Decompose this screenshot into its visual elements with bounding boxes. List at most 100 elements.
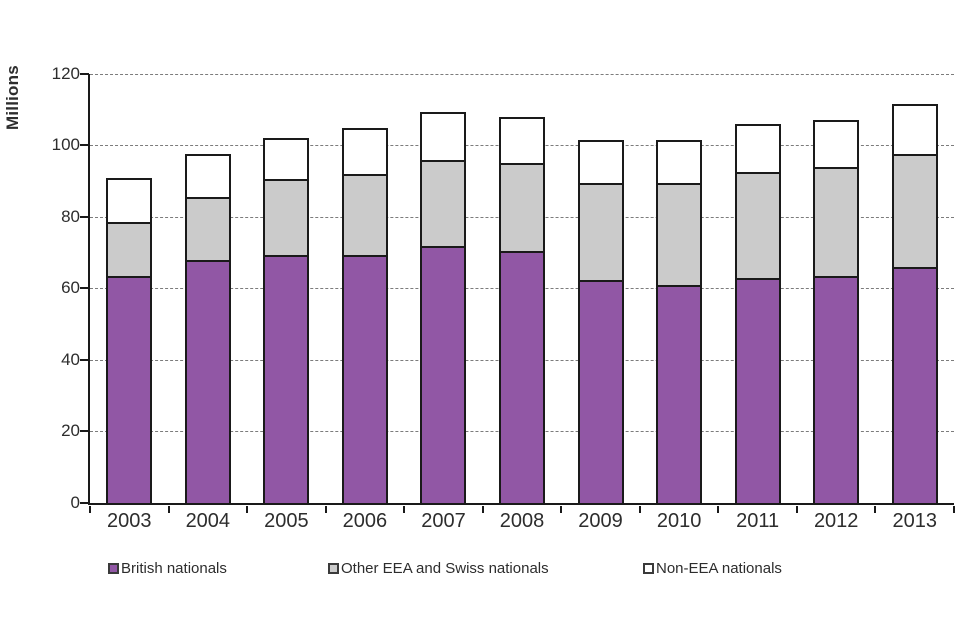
bar-2003 [106,74,153,503]
bar-segment-2011-non-eea-nationals [734,124,781,172]
bar-segment-2011-british-nationals [734,278,781,503]
legend-item-non-eea-nationals: Non-EEA nationals [643,557,782,579]
bar-column-2010 [640,74,719,503]
bar-segment-2010-other-eea-and-swiss-nationals [656,183,703,285]
x-tick-mark-9 [796,506,798,513]
bar-column-2004 [169,74,248,503]
y-tick-label-80: 80 [61,207,80,226]
y-tick-mark-20 [80,430,89,432]
gridline-120 [90,74,954,75]
bar-segment-2005-british-nationals [263,255,310,503]
bar-2008 [498,74,545,503]
y-tick-label-120: 120 [51,64,80,83]
bar-2010 [656,74,703,503]
bar-segment-2006-british-nationals [341,255,388,503]
x-tick-label-2013: 2013 [892,510,937,532]
x-tick-label-2007: 2007 [421,510,466,532]
legend-label: Non-EEA nationals [656,559,782,577]
bar-2006 [341,74,388,503]
x-tick-label-2009: 2009 [578,510,623,532]
y-tick-label-60: 60 [61,278,80,297]
bar-segment-2010-non-eea-nationals [656,140,703,183]
bar-segment-2010-british-nationals [656,285,703,503]
plot-area [80,73,955,513]
bar-segment-2003-non-eea-nationals [106,178,153,222]
bar-2005 [263,74,310,503]
x-tick-mark-1 [168,506,170,513]
bar-segment-2013-non-eea-nationals [891,104,938,154]
x-tick-mark-0 [89,506,91,513]
x-tick-mark-6 [560,506,562,513]
x-tick-label-2003: 2003 [107,510,152,532]
bar-column-2009 [561,74,640,503]
y-tick-mark-120 [80,73,89,75]
x-tick-label-2006: 2006 [342,510,388,532]
bar-column-2003 [90,74,169,503]
bar-segment-2009-british-nationals [577,280,624,503]
y-tick-label-40: 40 [61,350,80,369]
bar-segment-2003-british-nationals [106,276,153,503]
bar-segment-2008-british-nationals [498,251,545,503]
bar-column-2013 [875,74,954,503]
y-tick-mark-40 [80,359,89,361]
x-tick-mark-7 [639,506,641,513]
y-tick-mark-100 [80,144,89,146]
legend-item-other-eea-and-swiss-nationals: Other EEA and Swiss nationals [328,557,549,579]
bar-column-2005 [247,74,326,503]
x-tick-label-2012: 2012 [813,510,859,532]
bar-segment-2012-british-nationals [813,276,860,503]
bar-column-2006 [326,74,405,503]
bar-segment-2013-british-nationals [891,267,938,503]
legend-label: Other EEA and Swiss nationals [341,559,549,577]
bar-segment-2011-other-eea-and-swiss-nationals [734,172,781,278]
x-tick-label-2008: 2008 [499,510,545,532]
y-tick-mark-60 [80,287,89,289]
legend-label: British nationals [121,559,227,577]
y-tick-label-100: 100 [51,135,80,154]
x-axis-labels: 2003 2004 2005 2006 2007 2008 2009 2010 2011 2012… [90,508,954,534]
x-tick-mark-11 [953,506,955,513]
y-axis-labels: 0 20 40 60 80 100 120 [0,64,80,512]
y-tick-label-0: 0 [70,493,80,512]
x-tick-label-2011: 2011 [736,510,780,532]
bar-segment-2006-other-eea-and-swiss-nationals [341,174,388,255]
x-tick-mark-8 [717,506,719,513]
legend-item-british-nationals: British nationals [108,557,227,579]
bar-2004 [184,74,231,503]
bar-segment-2003-other-eea-and-swiss-nationals [106,222,153,276]
bar-segment-2009-other-eea-and-swiss-nationals [577,183,624,280]
bar-column-2007 [404,74,483,503]
bar-segment-2004-non-eea-nationals [184,154,231,197]
bar-2012 [813,74,860,503]
bar-segment-2006-non-eea-nationals [341,128,388,174]
bar-segment-2007-non-eea-nationals [420,112,467,160]
x-tick-mark-2 [246,506,248,513]
x-tick-mark-4 [403,506,405,513]
bar-segment-2008-other-eea-and-swiss-nationals [498,163,545,251]
x-tick-mark-10 [874,506,876,513]
bar-2009 [577,74,624,503]
bar-column-2011 [718,74,797,503]
legend-swatch-icon [328,562,339,574]
y-tick-mark-0 [80,502,89,504]
bar-segment-2009-non-eea-nationals [577,140,624,183]
bar-segment-2007-other-eea-and-swiss-nationals [420,160,467,246]
x-tick-label-2010: 2010 [656,510,702,532]
bar-segment-2012-non-eea-nationals [813,120,860,167]
bar-2007 [420,74,467,503]
bar-segment-2005-other-eea-and-swiss-nationals [263,179,310,255]
bar-segment-2004-british-nationals [184,260,231,503]
bar-segment-2005-non-eea-nationals [263,138,310,179]
bar-segment-2012-other-eea-and-swiss-nationals [813,167,860,276]
x-tick-label-2005: 2005 [264,510,309,532]
y-tick-mark-80 [80,216,89,218]
legend-swatch-icon [643,562,654,574]
x-tick-mark-5 [482,506,484,513]
x-tick-mark-3 [325,506,327,513]
legend-swatch-icon [108,562,119,574]
bar-2011 [734,74,781,503]
y-tick-label-20: 20 [61,421,80,440]
bar-segment-2004-other-eea-and-swiss-nationals [184,197,231,260]
x-tick-label-2004: 2004 [185,510,231,532]
